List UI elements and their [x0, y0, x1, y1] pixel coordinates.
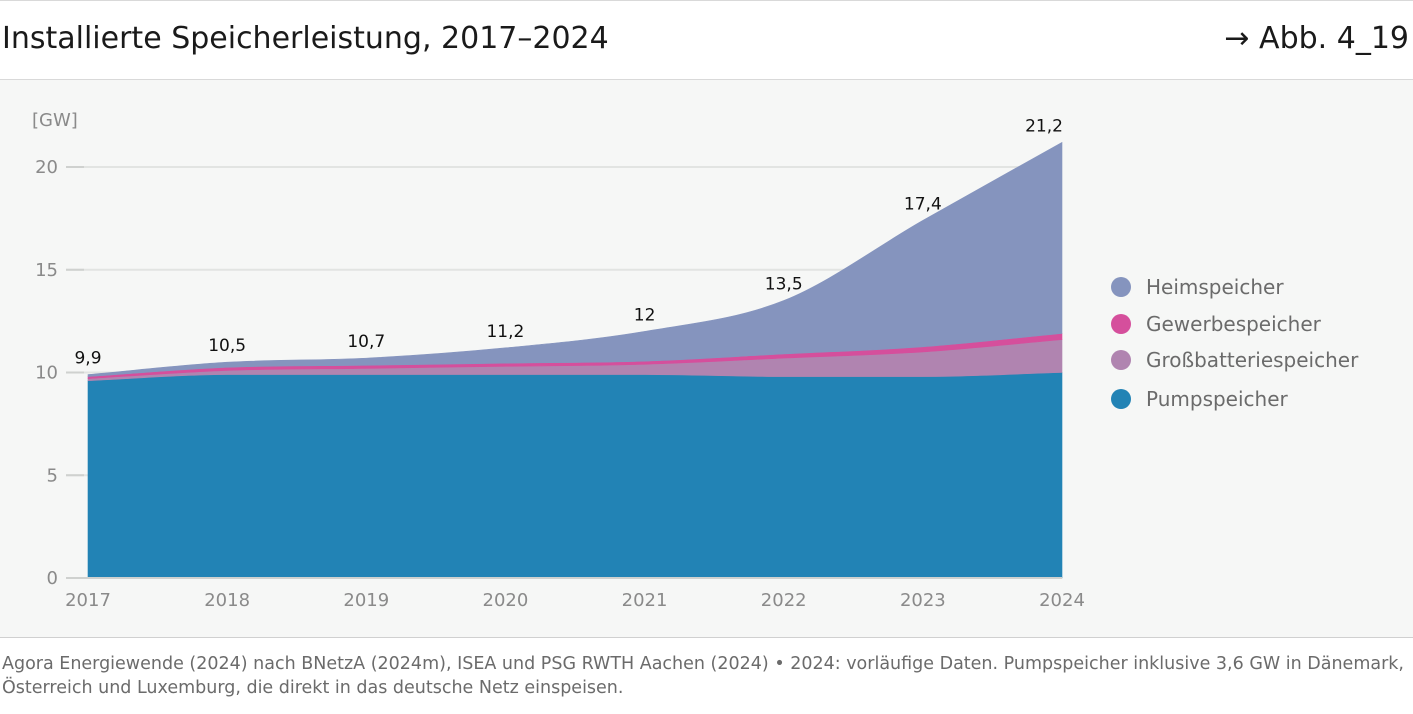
legend: Heimspeicher Gewerbespeicher Großbatteries…: [1111, 275, 1359, 411]
chart-title: Installierte Speicherleistung, 2017–2024: [2, 21, 609, 56]
total-label-2017: 9,9: [74, 349, 101, 369]
chart-header: Installierte Speicherleistung, 2017–2024…: [0, 1, 1413, 80]
area-heimspeicher: [87, 141, 1063, 377]
legend-swatch-pumpspeicher: [1111, 389, 1131, 409]
legend-label-gewerbespeicher: Gewerbespeicher: [1146, 312, 1322, 336]
legend-label-heimspeicher: Heimspeicher: [1146, 275, 1284, 299]
x-tick-label-2017: 2017: [65, 590, 111, 611]
y-tick-label-20: 20: [35, 157, 58, 178]
x-tick-label-2021: 2021: [622, 590, 668, 611]
top-rule: [0, 0, 1413, 1]
x-tick-label-2020: 2020: [483, 590, 529, 611]
x-tick-label-2018: 2018: [204, 590, 250, 611]
legend-label-grossbatteriespeicher: Großbatteriespeicher: [1146, 348, 1359, 372]
y-axis-unit: [GW]: [32, 110, 78, 131]
y-tick-label-0: 0: [47, 568, 58, 589]
source-note: Agora Energiewende (2024) nach BNetzA (2…: [2, 654, 1404, 698]
total-label-2018: 10,5: [208, 336, 246, 356]
legend-swatch-grossbatteriespeicher: [1111, 350, 1131, 370]
stacked-area-chart: 0 5 10 15 20 [GW] 2017 2018 2019 2020 2021 2022 2023…: [32, 110, 1359, 611]
total-label-2021: 12: [634, 305, 656, 325]
plot-area: 0 5 10 15 20 [GW] 2017 2018 2019 2020 2021 2022 2023…: [0, 80, 1413, 638]
total-label-2020: 11,2: [486, 322, 524, 342]
x-tick-label-2019: 2019: [343, 590, 389, 611]
x-tick-label-2023: 2023: [900, 590, 946, 611]
total-label-2022: 13,5: [765, 275, 803, 295]
legend-label-pumpspeicher: Pumpspeicher: [1146, 387, 1289, 411]
x-tick-label-2024: 2024: [1039, 590, 1085, 611]
legend-swatch-gewerbespeicher: [1111, 314, 1131, 334]
x-tick-label-2022: 2022: [761, 590, 807, 611]
figure-reference: → Abb. 4_19: [1224, 21, 1409, 56]
area-pumpspeicher: [87, 372, 1063, 579]
axes: 0 5 10 15 20 [GW] 2017 2018 2019 2020 2021 2022 2023…: [32, 110, 1085, 611]
y-tick-label-10: 10: [35, 363, 58, 384]
legend-swatch-heimspeicher: [1111, 277, 1131, 297]
y-tick-label-15: 15: [35, 260, 58, 281]
total-label-2024: 21,2: [1025, 116, 1063, 136]
series-areas: [87, 141, 1063, 579]
total-label-2019: 10,7: [347, 332, 385, 352]
total-label-2023: 17,4: [904, 194, 942, 214]
total-labels: 9,9 10,5 10,7 11,2 12 13,5 17,4 21,2: [74, 116, 1062, 368]
y-tick-label-5: 5: [47, 465, 58, 486]
